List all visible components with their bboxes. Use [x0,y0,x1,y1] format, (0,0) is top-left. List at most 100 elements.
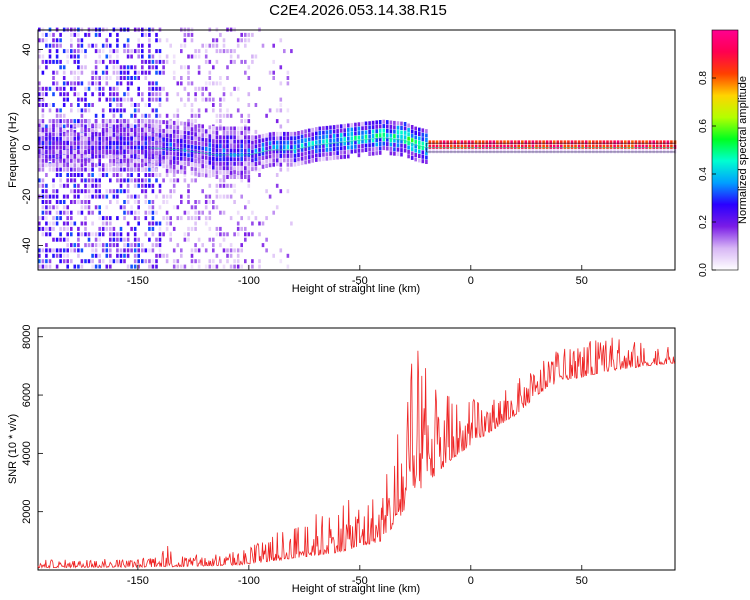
spectrogram-cell [151,119,155,124]
x-tick-label: -150 [127,275,149,287]
spectrogram-cell [670,149,673,154]
spectrogram-cell [77,264,80,269]
spectrogram-cell [183,170,187,175]
spectrogram-cell [87,173,91,177]
spectrogram-cell [94,32,98,37]
spectrogram-cell [105,70,109,75]
spectrogram-cell [62,158,66,163]
spectrogram-cell [141,49,144,54]
spectrogram-cell [268,132,272,137]
spectrogram-cell [116,32,119,37]
spectrogram-cell [87,232,91,237]
spectrogram-cell [247,76,251,80]
spectrogram-cell [180,81,183,86]
spectrogram-cell [648,144,652,149]
spectrogram-cell [240,161,243,166]
spectrogram-cell [222,148,226,153]
spectrogram-cell [229,194,233,199]
spectrogram-cell [212,143,215,148]
spectrogram-cell [148,70,151,75]
spectrogram-cell [158,137,162,142]
spectrogram-cell [148,59,151,64]
spectrogram-cell [240,166,243,171]
spectrogram-cell [162,120,165,125]
spectrogram-cell [297,157,300,162]
spectrogram-cell [204,200,208,204]
spectrogram-cell [190,248,194,253]
spectrogram-cell [148,136,151,141]
spectrogram-cell [354,140,357,145]
spectrogram-cell [236,108,240,113]
spectrogram-cell [183,173,187,177]
spectrogram-cell [73,49,77,54]
spectrogram-cell [233,148,236,153]
spectrogram-cell [98,243,101,248]
spectrogram-cell [222,139,226,144]
spectrogram-cell [112,189,116,194]
spectrogram-frame [37,29,676,271]
spectrogram-cell [176,165,180,170]
spectrogram-cell [361,126,364,131]
spectrogram-cell [219,157,222,162]
spectrogram-cell [290,140,293,145]
spectrogram-cell [400,130,403,135]
spectrogram-cell [80,70,84,75]
spectrogram-cell [215,81,219,86]
spectrogram-cell [194,124,197,129]
spectrogram-cell [84,158,87,163]
spectrogram-cell [41,128,45,132]
spectrogram-cell [496,149,499,154]
spectrogram-cell [70,210,73,215]
spectrogram-cell [41,189,45,194]
spectrogram-cell [322,135,325,140]
spectrogram-cell [460,149,464,154]
spectrogram-cell [208,165,212,170]
spectrogram-cell [55,70,59,75]
spectrogram-cell [119,167,123,172]
spectrogram-cell [204,173,208,178]
spectrogram-cell [45,173,48,177]
spectrogram-cell [275,158,279,163]
spectrogram-cell [247,157,251,162]
spectrogram-cell [229,264,233,269]
spectrogram-cell [119,183,123,188]
spectrogram-cell [109,103,112,107]
spectrogram-cell [229,126,233,131]
spectrogram-cell [275,108,279,113]
spectrogram-cell [336,142,339,147]
spectrogram-cell [38,92,41,97]
spectrogram-cell [55,49,59,54]
spectrogram-cell [354,144,357,149]
spectrogram-cell [55,189,59,194]
spectrogram-cell [396,152,400,157]
spectrogram-cell [481,144,485,149]
spectrogram-cell [144,70,148,75]
spectrogram-cell [194,158,197,163]
spectrogram-cell [279,140,283,145]
spectrogram-cell [364,148,368,152]
spectrogram-cell [84,243,87,248]
spectrogram-cell [116,158,119,163]
spectrogram-cell [219,243,222,248]
spectrogram-cell [105,264,109,269]
spectrogram-cell [77,173,80,177]
spectrogram-cell [190,127,194,132]
spectrogram-cell [254,216,258,221]
spectrogram-cell [204,97,208,102]
spectrogram-cell [77,32,80,37]
spectrogram-cell [38,49,41,54]
spectrogram-cell [48,145,52,150]
spectrogram-cell [332,129,336,134]
spectrogram-cell [190,38,194,43]
spectrogram-cell [148,49,151,54]
spectrogram-cell [332,138,336,143]
spectrogram-cell [126,183,130,188]
y-tick-label: 40 [21,43,33,55]
spectrogram-cell [112,158,116,163]
spectrogram-cell [524,144,528,149]
spectrogram-cell [453,144,457,149]
spectrogram-cell [247,183,251,188]
spectrogram-cell [70,189,73,194]
spectrogram-cell [187,200,190,204]
